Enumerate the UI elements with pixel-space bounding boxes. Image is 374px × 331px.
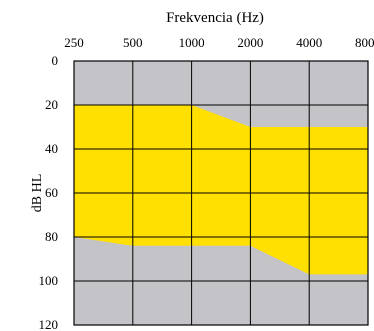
y-tick-label: 20 bbox=[45, 97, 58, 112]
y-axis-label: dB HL bbox=[30, 174, 45, 213]
x-tick-label: 1000 bbox=[179, 35, 205, 50]
y-tick-label: 80 bbox=[45, 229, 58, 244]
y-tick-label: 40 bbox=[45, 141, 58, 156]
x-tick-label: 500 bbox=[123, 35, 143, 50]
y-tick-label: 120 bbox=[39, 317, 59, 331]
x-tick-label: 4000 bbox=[296, 35, 322, 50]
chart-title: Frekvencia (Hz) bbox=[166, 10, 264, 26]
x-tick-label: 2000 bbox=[237, 35, 263, 50]
y-tick-label: 0 bbox=[52, 53, 59, 68]
plot-area: 0 20 40 60 80 100 120 250 500 1000 2000 4000 8000 bbox=[39, 35, 374, 331]
plot-border bbox=[73, 60, 369, 326]
y-tick-label: 100 bbox=[39, 273, 59, 288]
x-tick-label: 8000 bbox=[355, 35, 374, 50]
x-tick-label: 250 bbox=[64, 35, 84, 50]
hearing-range-band bbox=[74, 105, 368, 275]
y-tick-label: 60 bbox=[45, 185, 58, 200]
